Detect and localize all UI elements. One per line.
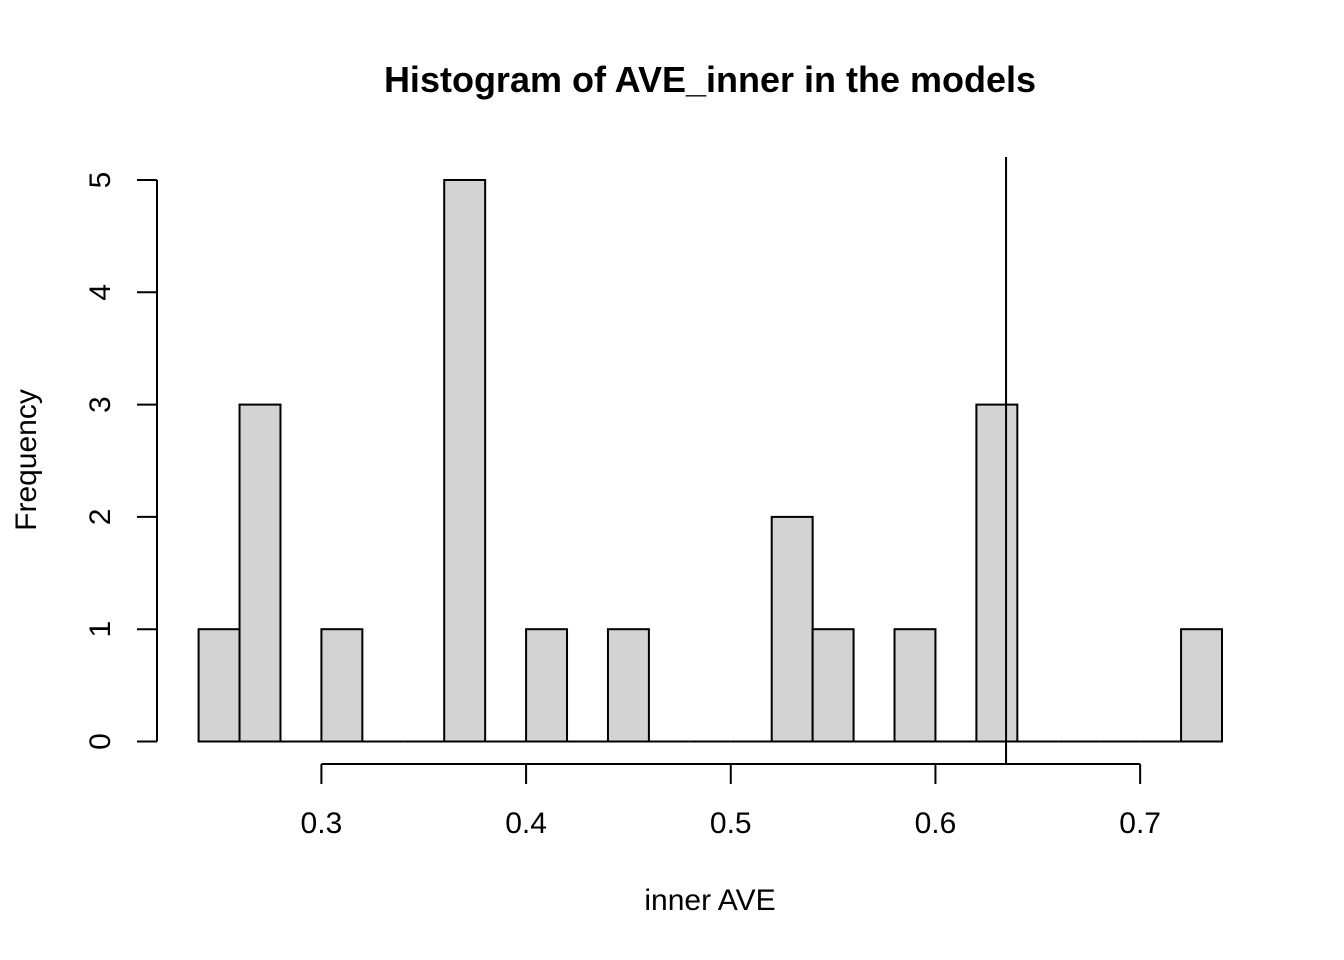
x-axis: 0.3 0.4 0.5 0.6 0.7 (301, 763, 1161, 840)
y-tick-label: 3 (84, 396, 117, 413)
y-axis: 0 1 2 3 4 5 (84, 172, 158, 750)
y-tick-label: 4 (84, 284, 117, 301)
x-tick-label: 0.4 (505, 807, 547, 840)
bars-group (197, 179, 1223, 743)
histogram-bar (197, 628, 241, 743)
y-axis-label: Frequency (10, 389, 43, 531)
y-tick-label: 0 (84, 733, 117, 750)
x-tick-label: 0.5 (710, 807, 752, 840)
histogram-bar (320, 628, 364, 743)
histogram-bar (1180, 628, 1223, 743)
x-tick-label: 0.6 (915, 807, 957, 840)
x-tick-label: 0.7 (1119, 807, 1161, 840)
histogram-bar (975, 403, 1019, 743)
histogram-bar (811, 628, 855, 743)
histogram-bar (238, 403, 282, 743)
histogram-bar (770, 515, 814, 743)
x-axis-label: inner AVE (644, 884, 775, 917)
histogram-bar (525, 628, 569, 743)
histogram-bar (893, 628, 937, 743)
histogram-bar (606, 628, 650, 743)
histogram-bar (443, 179, 487, 743)
y-tick-label: 1 (84, 621, 117, 638)
y-tick-label: 2 (84, 509, 117, 526)
x-tick-label: 0.3 (301, 807, 343, 840)
chart-title: Histogram of AVE_inner in the models (384, 59, 1036, 100)
y-tick-label: 5 (84, 172, 117, 189)
